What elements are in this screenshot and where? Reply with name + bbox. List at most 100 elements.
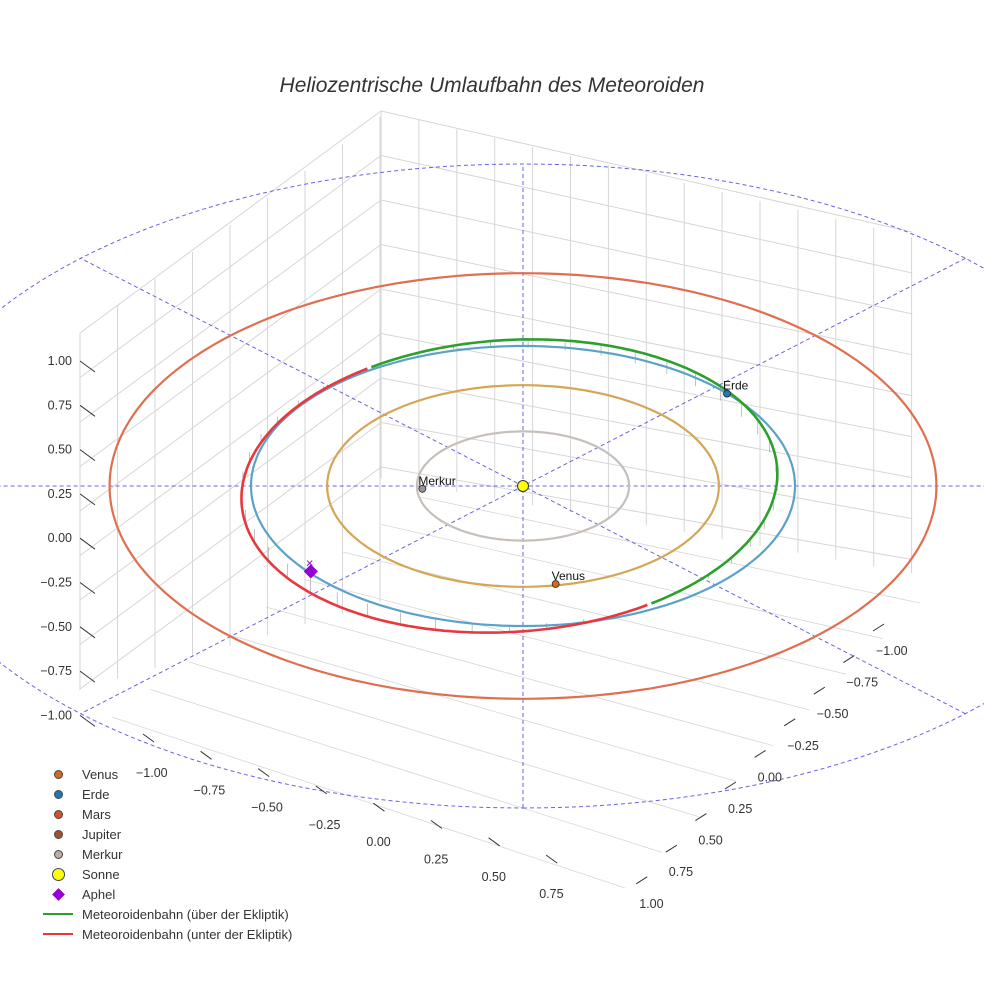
x-tick-label: 0.50 <box>482 870 506 884</box>
legend-item[interactable]: Sonne <box>40 864 292 884</box>
grid-line <box>79 422 382 645</box>
grid-line <box>79 110 382 334</box>
grid-line <box>79 333 382 556</box>
orbit-erde <box>249 344 797 628</box>
z-tick-mark <box>79 404 96 417</box>
z-tick-label: −1.00 <box>40 708 72 722</box>
y-tick-mark <box>665 844 678 853</box>
legend-item[interactable]: Merkur <box>40 844 292 864</box>
x-tick-label: −0.75 <box>194 783 226 797</box>
legend-symbol-icon <box>40 804 76 824</box>
grid-line <box>79 377 382 601</box>
x-tick-label: 0.75 <box>539 887 563 901</box>
y-tick-mark <box>813 686 826 695</box>
x-tick-label: −0.25 <box>309 818 341 832</box>
planet-label: Venus <box>552 569 585 583</box>
y-tick-label: 1.00 <box>639 897 663 911</box>
legend-label: Jupiter <box>82 826 122 842</box>
grid-line <box>380 155 913 274</box>
planet-merkur <box>418 484 427 493</box>
y-tick-mark <box>695 813 707 822</box>
meteoroid-orbit-below <box>240 367 648 634</box>
z-tick-mark <box>79 670 96 683</box>
x-tick-label: −0.50 <box>251 801 283 815</box>
sun-marker <box>517 480 529 492</box>
y-tick-mark <box>783 718 796 727</box>
x-tick-mark <box>545 854 558 864</box>
grid-line <box>265 606 773 746</box>
planet-venus <box>551 580 560 588</box>
x-tick-mark <box>200 750 212 760</box>
z-tick-label: 1.00 <box>48 354 72 368</box>
grid-line <box>79 288 382 512</box>
legend-item[interactable]: Erde <box>40 784 292 804</box>
legend-label: Venus <box>82 766 119 782</box>
z-tick-label: 0.50 <box>48 443 72 457</box>
legend-label: Aphel <box>82 886 116 902</box>
z-tick-mark <box>79 714 96 727</box>
reference-circle <box>0 163 984 809</box>
legend-item[interactable]: Meteoroidenbahn (über der Ekliptik) <box>40 904 292 924</box>
y-tick-label: −0.50 <box>817 707 849 721</box>
z-tick-mark <box>79 449 96 462</box>
legend-label: Merkur <box>82 846 123 862</box>
x-tick-mark <box>430 820 443 829</box>
legend-label: Mars <box>82 806 111 822</box>
legend-item[interactable]: Meteoroidenbahn (unter der Ekliptik) <box>40 924 292 944</box>
z-tick-label: 0.75 <box>48 398 72 412</box>
legend-item[interactable]: Venus <box>40 764 292 784</box>
planet-label: Erde <box>723 379 749 393</box>
grid-line <box>227 634 736 782</box>
legend-item[interactable]: Mars <box>40 804 292 824</box>
grid-line <box>79 155 382 378</box>
grid-line <box>380 466 913 561</box>
grid-line <box>111 716 626 889</box>
z-tick-mark <box>79 493 96 506</box>
legend-symbol-icon <box>40 884 76 904</box>
z-tick-mark <box>79 626 96 639</box>
z-tick-label: −0.50 <box>40 620 72 634</box>
legend-symbol-icon <box>40 764 76 784</box>
x-tick-mark <box>373 802 385 812</box>
x-tick-mark <box>315 785 328 795</box>
x-tick-label: 0.00 <box>366 835 390 849</box>
x-tick-label: −1.00 <box>136 766 168 780</box>
axis-box <box>79 110 921 889</box>
y-tick-mark <box>754 749 766 758</box>
meteoroid-orbit-above <box>370 338 779 605</box>
axis-ticks: 1.00 0.75 0.50 0.25 0.00 −0.25 −0.50 −0.75 −1.00… <box>40 354 907 911</box>
grid-line <box>380 333 913 438</box>
grid-line <box>419 496 921 604</box>
x-tick-label: 0.25 <box>424 853 448 867</box>
orbit-merkur <box>415 430 631 542</box>
grid-line <box>380 377 913 479</box>
grid-line <box>79 244 382 467</box>
legend-label: Meteoroidenbahn (unter der Ekliptik) <box>82 926 293 942</box>
legend-symbol-icon <box>40 864 76 884</box>
legend-item[interactable]: Jupiter <box>40 824 292 844</box>
grid-line <box>381 524 884 640</box>
chart-title: Heliozentrische Umlaufbahn des Meteoroid… <box>279 74 705 97</box>
legend-label: Erde <box>82 786 110 802</box>
legend-item[interactable]: Aphel <box>40 884 292 904</box>
y-tick-mark <box>635 876 648 885</box>
planet-orbits <box>108 272 938 700</box>
y-tick-label: 0.00 <box>758 770 782 784</box>
grid-line <box>380 244 913 356</box>
z-tick-label: 0.00 <box>48 531 72 545</box>
legend-symbol-icon <box>40 784 76 804</box>
legend-label: Sonne <box>82 866 120 882</box>
z-tick-mark <box>79 360 96 373</box>
grid-line <box>188 661 699 818</box>
z-tick-mark <box>79 537 96 550</box>
grid-line <box>304 579 810 711</box>
grid-line <box>150 689 662 853</box>
y-tick-label: −0.75 <box>846 676 878 690</box>
legend-symbol-icon <box>40 824 76 844</box>
y-tick-label: 0.75 <box>669 865 693 879</box>
z-tick-label: −0.75 <box>40 664 72 678</box>
planet-label: Merkur <box>418 474 455 488</box>
aphel-cross: × <box>306 555 314 570</box>
grid-line <box>380 288 913 397</box>
